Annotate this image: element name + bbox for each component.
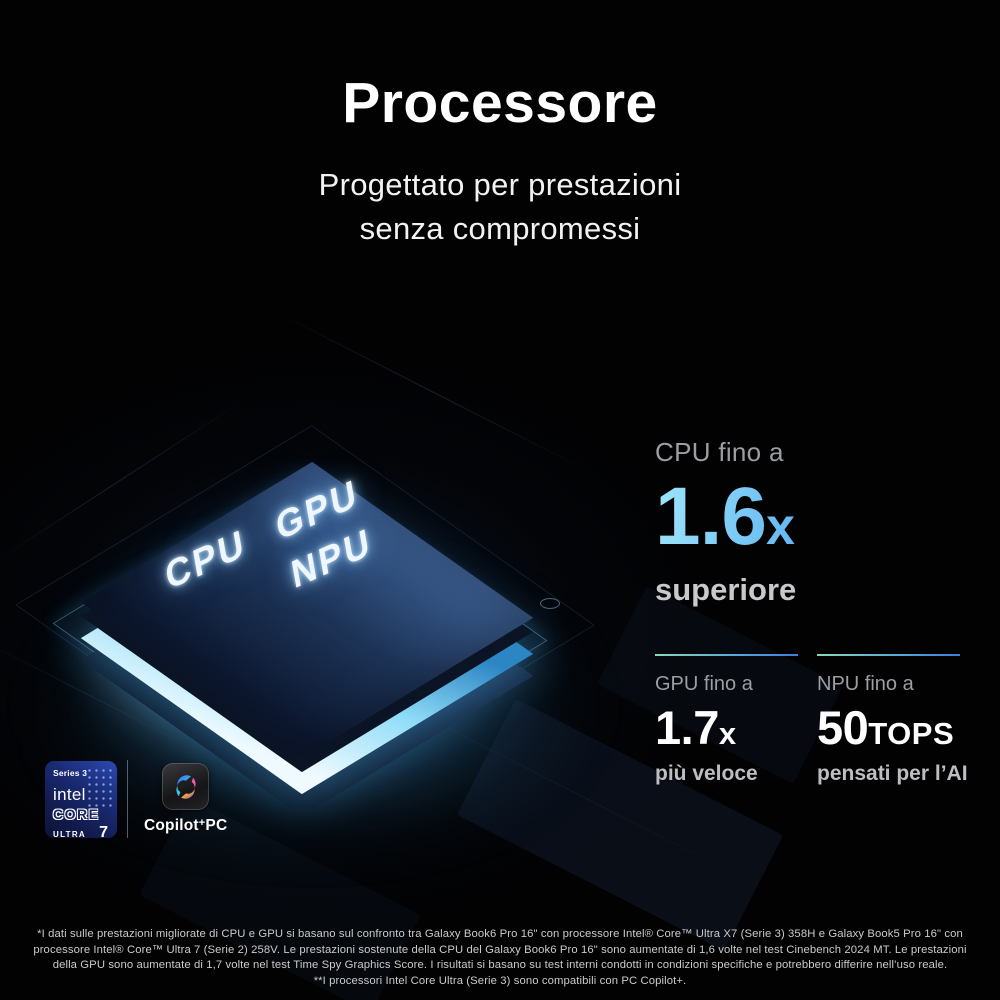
intel-logo: intel (53, 784, 86, 804)
subtitle-line-1: Progettato per prestazioni (318, 167, 682, 202)
stat-npu-rule (817, 654, 960, 656)
stat-gpu-unit: x (718, 716, 737, 751)
disclaimer-line-1: *I dati sulle prestazioni migliorate di … (37, 928, 963, 940)
page-title: Processore (342, 71, 658, 135)
disclaimer-line-3: della GPU sono aumentate di 1,7 volte ne… (52, 959, 948, 972)
stat-npu-value: 50TOPS (817, 702, 960, 754)
badge-divider (127, 760, 128, 838)
stat-cpu-unit: x (766, 498, 795, 556)
badge-row: Series 3 intel CORE ULTRA 7 (45, 760, 227, 838)
stat-gpu-rule (655, 654, 798, 656)
copilot-pc-label: Copilot+PC (144, 817, 227, 835)
stat-row: GPU fino a 1.7x più veloce NPU fino a 50… (655, 654, 968, 786)
disclaimer-line-2: processore Intel® Core™ Ultra 7 (Serie 2… (33, 943, 967, 956)
disclaimer: *I dati sulle prestazioni migliorate di … (0, 927, 1000, 989)
stat-npu: NPU fino a 50TOPS pensati per l’AI (817, 654, 968, 786)
intel-series-label: Series 3 (53, 767, 88, 778)
copilot-pc-word: PC (205, 817, 228, 834)
stat-gpu-value: 1.7x (655, 702, 798, 754)
copilot-pc-badge: Copilot+PC (144, 763, 227, 835)
stat-cpu: CPU fino a 1.6x superiore (655, 437, 985, 608)
chip-illustration: CPU GPU NPU (0, 308, 843, 1000)
subtitle-line-2: senza compromessi (359, 211, 641, 247)
intel-dot-pattern (86, 766, 112, 807)
copilot-word: Copilot (144, 817, 199, 834)
intel-number: 7 (99, 823, 108, 838)
stat-npu-prefix: NPU fino a (817, 673, 914, 695)
intel-core-ultra-badge: Series 3 intel CORE ULTRA 7 (45, 760, 117, 838)
stat-npu-unit: TOPS (868, 716, 955, 751)
stat-cpu-value: 1.6x (655, 476, 985, 558)
board-ring-detail (540, 598, 560, 609)
stat-gpu-suffix: più veloce (655, 761, 758, 785)
copilot-logo-glyph (176, 774, 196, 799)
stat-npu-suffix: pensati per l’AI (817, 761, 968, 785)
stat-gpu: GPU fino a 1.7x più veloce (655, 654, 798, 786)
copilot-plus: + (198, 817, 206, 829)
page-subtitle: Progettato per prestazioni senza comprom… (0, 163, 1000, 251)
stat-cpu-suffix: superiore (655, 572, 797, 607)
intel-ultra-label: ULTRA (53, 829, 87, 838)
stat-cpu-prefix: CPU fino a (655, 437, 784, 467)
copilot-icon (162, 763, 210, 810)
stat-npu-number: 50 (817, 701, 869, 754)
stat-gpu-prefix: GPU fino a (655, 673, 753, 695)
stat-cpu-number: 1.6 (655, 471, 766, 562)
disclaimer-line-4: **I processori Intel Core Ultra (Serie 3… (313, 974, 687, 987)
stat-gpu-number: 1.7 (655, 701, 719, 754)
intel-core-label: CORE (53, 805, 100, 822)
